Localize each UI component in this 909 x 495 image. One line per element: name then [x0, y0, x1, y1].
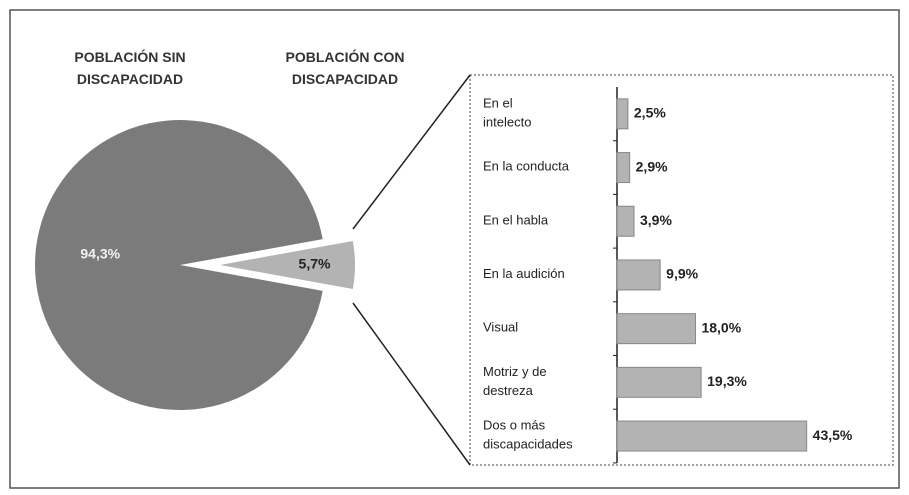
- bar-category: Motriz y de destreza: [483, 364, 547, 398]
- bar: [616, 98, 629, 130]
- bar: [616, 366, 702, 398]
- connector: [352, 302, 471, 466]
- bar-value-label: 9,9%: [666, 266, 698, 282]
- pie-category: POBLACIÓN SIN DISCAPACIDAD: [74, 48, 185, 87]
- slice-label: 94,3%: [80, 246, 120, 262]
- pie-slice: [220, 240, 355, 290]
- bar-category: En el habla: [483, 213, 549, 228]
- connector: [352, 74, 471, 230]
- bar-value-label: 3,9%: [640, 212, 672, 228]
- pie-category: POBLACIÓN CON DISCAPACIDAD: [286, 48, 405, 87]
- pie-slice: [35, 120, 323, 411]
- bar-category: En la audición: [483, 266, 565, 281]
- slice-label: 5,7%: [299, 256, 331, 272]
- bar-category: Dos o más discapacidades: [483, 418, 573, 452]
- bar-value-label: 2,9%: [636, 158, 668, 174]
- bar-category: En la conducta: [483, 159, 570, 174]
- bar-category: En el intelecto: [483, 96, 531, 130]
- bar-category: Visual: [483, 320, 518, 335]
- bar: [616, 259, 661, 291]
- bar: [616, 152, 631, 184]
- bar-value-label: 18,0%: [701, 319, 741, 335]
- bar-value-label: 2,5%: [634, 105, 666, 121]
- bar-value-label: 43,5%: [813, 427, 853, 443]
- bar: [616, 313, 696, 345]
- bar-value-label: 19,3%: [707, 373, 747, 389]
- bar: [616, 205, 635, 237]
- frame: [9, 9, 900, 489]
- bar: [616, 420, 808, 452]
- breakdown-box: [469, 74, 894, 466]
